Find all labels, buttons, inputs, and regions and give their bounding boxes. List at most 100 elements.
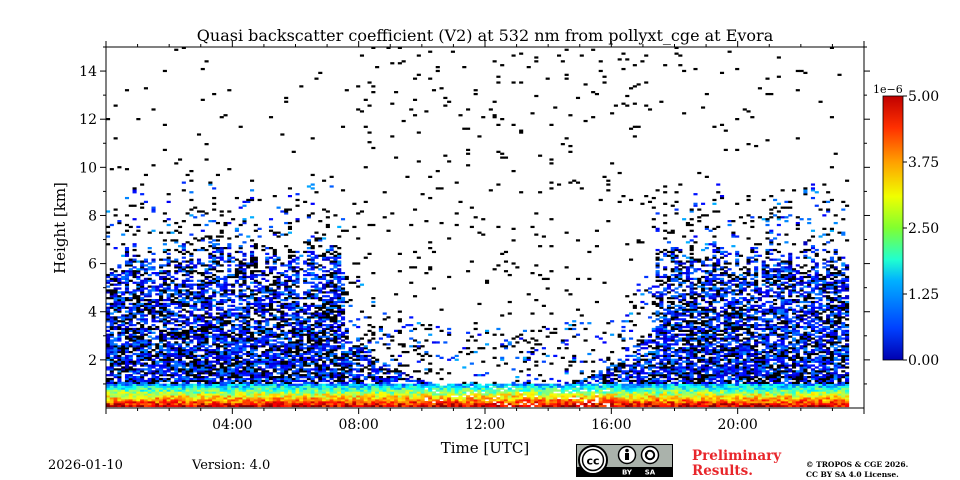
heatmap-cell bbox=[132, 233, 137, 236]
heatmap-cell bbox=[466, 164, 471, 167]
heatmap-cell bbox=[390, 395, 395, 398]
heatmap-cell bbox=[359, 368, 365, 371]
heatmap-cell bbox=[178, 283, 183, 286]
heatmap-cell bbox=[359, 364, 365, 367]
heatmap-cell bbox=[276, 275, 281, 279]
heatmap-cell bbox=[200, 297, 205, 300]
heatmap-cell bbox=[227, 254, 232, 257]
heatmap-cell bbox=[200, 318, 205, 321]
heatmap-cell bbox=[227, 404, 232, 408]
heatmap-cell bbox=[337, 289, 342, 292]
heatmap-cell bbox=[136, 377, 141, 381]
heatmap-cell bbox=[181, 289, 186, 292]
heatmap-cell bbox=[397, 370, 402, 373]
heatmap-cell bbox=[397, 318, 402, 321]
heatmap-cell bbox=[140, 314, 145, 317]
heatmap-cell bbox=[322, 252, 327, 255]
heatmap-cell bbox=[314, 266, 319, 269]
heatmap-cell bbox=[193, 389, 198, 392]
heatmap-cell bbox=[106, 387, 111, 390]
heatmap-cell bbox=[250, 333, 255, 336]
heatmap-cell bbox=[416, 393, 421, 396]
heatmap-cell bbox=[435, 397, 440, 400]
heatmap-cell bbox=[162, 324, 167, 327]
heatmap-cell bbox=[178, 314, 183, 317]
heatmap-cell bbox=[132, 312, 137, 315]
heatmap-cell bbox=[367, 391, 372, 394]
heatmap-cell bbox=[109, 318, 114, 321]
heatmap-cell bbox=[280, 368, 285, 371]
heatmap-cell bbox=[291, 345, 296, 348]
heatmap-cell bbox=[223, 374, 228, 377]
heatmap-cell bbox=[151, 397, 156, 400]
heatmap-cell bbox=[200, 368, 205, 371]
heatmap-cell bbox=[178, 377, 183, 381]
heatmap-cell bbox=[314, 370, 319, 373]
heatmap-cell bbox=[151, 314, 156, 317]
heatmap-cell bbox=[166, 387, 171, 390]
heatmap-cell bbox=[322, 304, 327, 307]
heatmap-cell bbox=[242, 316, 247, 319]
heatmap-cell bbox=[113, 347, 118, 350]
heatmap-cell bbox=[147, 310, 152, 313]
heatmap-cell bbox=[291, 316, 296, 319]
heatmap-cell bbox=[462, 127, 467, 130]
heatmap-cell bbox=[162, 304, 167, 307]
heatmap-cell bbox=[178, 393, 183, 396]
heatmap-cell bbox=[174, 306, 179, 309]
heatmap-cell bbox=[450, 383, 455, 386]
heatmap-cell bbox=[132, 389, 137, 392]
heatmap-cell bbox=[447, 372, 452, 375]
heatmap-cell bbox=[124, 214, 130, 217]
heatmap-cell bbox=[223, 295, 228, 298]
heatmap-cell bbox=[193, 331, 198, 334]
heatmap-cell bbox=[189, 243, 194, 246]
heatmap-cell bbox=[344, 401, 349, 404]
heatmap-cell bbox=[113, 374, 118, 377]
heatmap-cell bbox=[162, 329, 167, 333]
heatmap-cell bbox=[420, 385, 425, 388]
heatmap-cell bbox=[447, 333, 452, 336]
heatmap-cell bbox=[227, 283, 232, 286]
heatmap-cell bbox=[128, 366, 133, 369]
heatmap-cell bbox=[128, 204, 133, 207]
heatmap-cell bbox=[238, 306, 243, 309]
heatmap-cell bbox=[356, 375, 361, 379]
heatmap-cell bbox=[117, 401, 122, 404]
heatmap-cell bbox=[238, 289, 243, 292]
heatmap-cell bbox=[526, 389, 531, 392]
heatmap-cell bbox=[117, 264, 122, 267]
heatmap-cell bbox=[155, 391, 160, 394]
heatmap-cell bbox=[181, 304, 186, 307]
heatmap-cell bbox=[412, 77, 418, 80]
heatmap-cell bbox=[257, 289, 262, 292]
heatmap-cell bbox=[454, 389, 459, 392]
heatmap-cell bbox=[166, 297, 171, 300]
heatmap-cell bbox=[227, 293, 232, 296]
heatmap-cell bbox=[215, 401, 220, 404]
heatmap-cell bbox=[242, 275, 247, 279]
heatmap-cell bbox=[231, 389, 236, 392]
heatmap-cell bbox=[193, 318, 198, 321]
heatmap-cell bbox=[344, 362, 349, 365]
heatmap-cell bbox=[265, 360, 270, 363]
heatmap-cell bbox=[416, 352, 421, 356]
heatmap-cell bbox=[280, 291, 285, 294]
heatmap-cell bbox=[128, 368, 133, 371]
heatmap-cell bbox=[117, 320, 122, 323]
heatmap-cell bbox=[250, 189, 255, 192]
heatmap-cell bbox=[143, 349, 148, 352]
heatmap-cell bbox=[181, 354, 186, 358]
heatmap-cell bbox=[181, 297, 186, 300]
heatmap-cell bbox=[291, 387, 296, 390]
heatmap-cell bbox=[155, 401, 160, 404]
heatmap-cell bbox=[204, 300, 209, 304]
heatmap-cell bbox=[174, 277, 179, 281]
heatmap-cell bbox=[166, 347, 171, 350]
heatmap-cell bbox=[280, 233, 285, 236]
heatmap-cell bbox=[174, 368, 179, 371]
heatmap-cell bbox=[178, 391, 183, 394]
heatmap-cell bbox=[200, 287, 205, 290]
heatmap-cell bbox=[378, 325, 383, 329]
heatmap-cell bbox=[215, 389, 220, 392]
